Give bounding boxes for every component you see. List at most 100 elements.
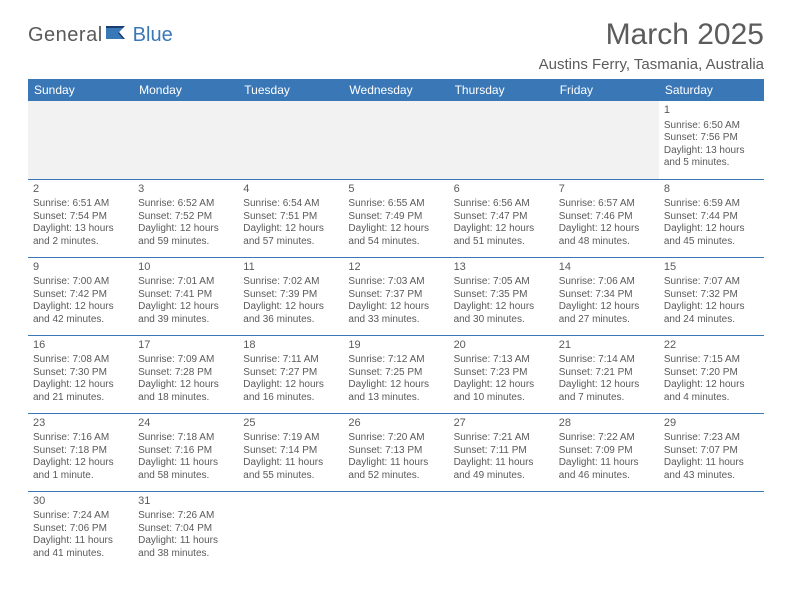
sunrise-text: Sunrise: 7:20 AM <box>348 432 443 445</box>
sunrise-text: Sunrise: 6:56 AM <box>454 198 549 211</box>
daylight-text: Daylight: 11 hours and 46 minutes. <box>559 457 654 482</box>
sunset-text: Sunset: 7:39 PM <box>243 289 338 302</box>
calendar-cell <box>28 101 133 179</box>
calendar-cell: 4Sunrise: 6:54 AMSunset: 7:51 PMDaylight… <box>238 179 343 257</box>
sunrise-text: Sunrise: 6:57 AM <box>559 198 654 211</box>
daylight-text: Daylight: 12 hours and 16 minutes. <box>243 379 338 404</box>
daylight-text: Daylight: 12 hours and 4 minutes. <box>664 379 759 404</box>
sunset-text: Sunset: 7:30 PM <box>33 367 128 380</box>
calendar-cell: 26Sunrise: 7:20 AMSunset: 7:13 PMDayligh… <box>343 413 448 491</box>
daylight-text: Daylight: 11 hours and 43 minutes. <box>664 457 759 482</box>
sunrise-text: Sunrise: 7:01 AM <box>138 276 233 289</box>
day-number: 29 <box>664 417 759 431</box>
day-number: 3 <box>138 183 233 197</box>
sunset-text: Sunset: 7:21 PM <box>559 367 654 380</box>
day-number: 1 <box>664 104 759 118</box>
calendar-cell: 27Sunrise: 7:21 AMSunset: 7:11 PMDayligh… <box>449 413 554 491</box>
day-number: 2 <box>33 183 128 197</box>
daylight-text: Daylight: 11 hours and 38 minutes. <box>138 535 233 560</box>
logo-text-general: General <box>28 24 103 47</box>
calendar-cell: 10Sunrise: 7:01 AMSunset: 7:41 PMDayligh… <box>133 257 238 335</box>
daylight-text: Daylight: 12 hours and 24 minutes. <box>664 301 759 326</box>
daylight-text: Daylight: 11 hours and 58 minutes. <box>138 457 233 482</box>
sunset-text: Sunset: 7:47 PM <box>454 211 549 224</box>
sunset-text: Sunset: 7:11 PM <box>454 445 549 458</box>
sunset-text: Sunset: 7:44 PM <box>664 211 759 224</box>
sunrise-text: Sunrise: 7:03 AM <box>348 276 443 289</box>
page-header: General Blue March 2025 Austins Ferry, T… <box>28 18 764 73</box>
day-number: 16 <box>33 339 128 353</box>
sunset-text: Sunset: 7:34 PM <box>559 289 654 302</box>
day-number: 9 <box>33 261 128 275</box>
sunset-text: Sunset: 7:09 PM <box>559 445 654 458</box>
daylight-text: Daylight: 12 hours and 21 minutes. <box>33 379 128 404</box>
sunrise-text: Sunrise: 7:18 AM <box>138 432 233 445</box>
sunset-text: Sunset: 7:16 PM <box>138 445 233 458</box>
sunset-text: Sunset: 7:49 PM <box>348 211 443 224</box>
sunrise-text: Sunrise: 7:05 AM <box>454 276 549 289</box>
day-number: 14 <box>559 261 654 275</box>
day-number: 8 <box>664 183 759 197</box>
sunset-text: Sunset: 7:23 PM <box>454 367 549 380</box>
daylight-text: Daylight: 12 hours and 59 minutes. <box>138 223 233 248</box>
sunrise-text: Sunrise: 6:52 AM <box>138 198 233 211</box>
day-number: 13 <box>454 261 549 275</box>
day-header: Thursday <box>449 79 554 101</box>
sunset-text: Sunset: 7:32 PM <box>664 289 759 302</box>
daylight-text: Daylight: 12 hours and 48 minutes. <box>559 223 654 248</box>
sunrise-text: Sunrise: 7:13 AM <box>454 354 549 367</box>
calendar-cell: 15Sunrise: 7:07 AMSunset: 7:32 PMDayligh… <box>659 257 764 335</box>
day-header: Monday <box>133 79 238 101</box>
calendar-cell: 3Sunrise: 6:52 AMSunset: 7:52 PMDaylight… <box>133 179 238 257</box>
sunrise-text: Sunrise: 7:22 AM <box>559 432 654 445</box>
day-number: 21 <box>559 339 654 353</box>
calendar-cell: 16Sunrise: 7:08 AMSunset: 7:30 PMDayligh… <box>28 335 133 413</box>
calendar-table: SundayMondayTuesdayWednesdayThursdayFrid… <box>28 79 764 569</box>
sunrise-text: Sunrise: 7:08 AM <box>33 354 128 367</box>
sunset-text: Sunset: 7:14 PM <box>243 445 338 458</box>
sunset-text: Sunset: 7:56 PM <box>664 132 759 145</box>
logo-text-blue: Blue <box>133 24 173 47</box>
sunrise-text: Sunrise: 7:02 AM <box>243 276 338 289</box>
calendar-cell: 24Sunrise: 7:18 AMSunset: 7:16 PMDayligh… <box>133 413 238 491</box>
sunset-text: Sunset: 7:52 PM <box>138 211 233 224</box>
calendar-cell <box>554 101 659 179</box>
daylight-text: Daylight: 12 hours and 27 minutes. <box>559 301 654 326</box>
sunset-text: Sunset: 7:41 PM <box>138 289 233 302</box>
daylight-text: Daylight: 11 hours and 41 minutes. <box>33 535 128 560</box>
sunrise-text: Sunrise: 6:51 AM <box>33 198 128 211</box>
day-header: Sunday <box>28 79 133 101</box>
location-subtitle: Austins Ferry, Tasmania, Australia <box>539 56 764 73</box>
day-number: 15 <box>664 261 759 275</box>
calendar-cell: 5Sunrise: 6:55 AMSunset: 7:49 PMDaylight… <box>343 179 448 257</box>
sunrise-text: Sunrise: 7:07 AM <box>664 276 759 289</box>
month-title: March 2025 <box>539 18 764 52</box>
daylight-text: Daylight: 12 hours and 10 minutes. <box>454 379 549 404</box>
day-number: 12 <box>348 261 443 275</box>
sunrise-text: Sunrise: 7:09 AM <box>138 354 233 367</box>
calendar-cell: 6Sunrise: 6:56 AMSunset: 7:47 PMDaylight… <box>449 179 554 257</box>
calendar-cell: 13Sunrise: 7:05 AMSunset: 7:35 PMDayligh… <box>449 257 554 335</box>
day-number: 22 <box>664 339 759 353</box>
day-number: 20 <box>454 339 549 353</box>
day-number: 19 <box>348 339 443 353</box>
daylight-text: Daylight: 12 hours and 57 minutes. <box>243 223 338 248</box>
day-header: Friday <box>554 79 659 101</box>
calendar-cell <box>449 491 554 569</box>
daylight-text: Daylight: 12 hours and 13 minutes. <box>348 379 443 404</box>
sunset-text: Sunset: 7:54 PM <box>33 211 128 224</box>
calendar-cell: 7Sunrise: 6:57 AMSunset: 7:46 PMDaylight… <box>554 179 659 257</box>
calendar-cell <box>133 101 238 179</box>
sunset-text: Sunset: 7:06 PM <box>33 523 128 536</box>
calendar-cell <box>238 491 343 569</box>
sunrise-text: Sunrise: 7:26 AM <box>138 510 233 523</box>
logo: General Blue <box>28 18 173 47</box>
calendar-cell: 14Sunrise: 7:06 AMSunset: 7:34 PMDayligh… <box>554 257 659 335</box>
sunrise-text: Sunrise: 7:06 AM <box>559 276 654 289</box>
calendar-cell: 22Sunrise: 7:15 AMSunset: 7:20 PMDayligh… <box>659 335 764 413</box>
sunset-text: Sunset: 7:37 PM <box>348 289 443 302</box>
daylight-text: Daylight: 11 hours and 52 minutes. <box>348 457 443 482</box>
sunset-text: Sunset: 7:27 PM <box>243 367 338 380</box>
calendar-body: 1Sunrise: 6:50 AMSunset: 7:56 PMDaylight… <box>28 101 764 569</box>
sunset-text: Sunset: 7:13 PM <box>348 445 443 458</box>
